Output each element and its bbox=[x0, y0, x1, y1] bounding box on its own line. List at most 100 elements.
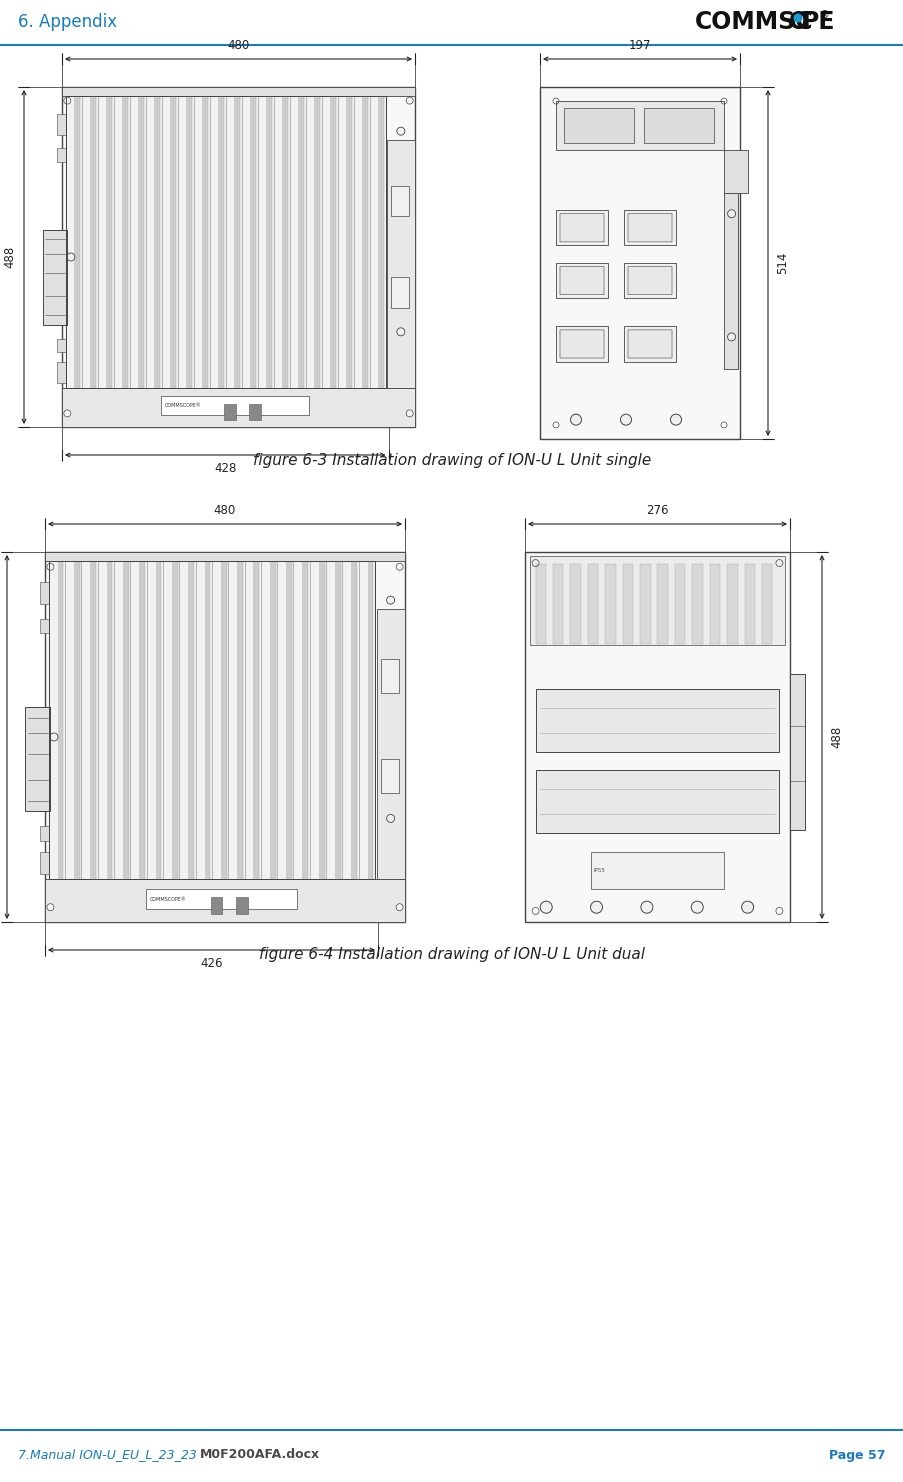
Text: figure 6-3 Installation drawing of ION-U L Unit single: figure 6-3 Installation drawing of ION-U… bbox=[253, 452, 650, 467]
Circle shape bbox=[47, 904, 54, 911]
Bar bbox=[709, 563, 720, 643]
Bar bbox=[530, 556, 784, 645]
Bar bbox=[266, 95, 272, 388]
Text: 7.Manual ION-U_EU_L_23_23: 7.Manual ION-U_EU_L_23_23 bbox=[18, 1448, 197, 1461]
Bar bbox=[282, 95, 288, 388]
Bar bbox=[387, 139, 414, 388]
Bar bbox=[319, 562, 324, 879]
Bar bbox=[161, 396, 309, 415]
Bar bbox=[570, 563, 581, 643]
Bar bbox=[623, 326, 675, 362]
Bar bbox=[210, 897, 222, 914]
Bar bbox=[535, 689, 778, 751]
Bar bbox=[744, 563, 754, 643]
Circle shape bbox=[619, 413, 631, 425]
Bar bbox=[303, 562, 308, 879]
Bar bbox=[154, 95, 160, 388]
Bar bbox=[525, 551, 789, 922]
Bar bbox=[139, 562, 144, 879]
Bar bbox=[224, 405, 236, 419]
Text: 197: 197 bbox=[628, 39, 650, 52]
Bar bbox=[656, 563, 667, 643]
Bar bbox=[236, 897, 247, 914]
FancyBboxPatch shape bbox=[628, 213, 671, 242]
Text: 514: 514 bbox=[775, 252, 788, 274]
Bar bbox=[155, 562, 161, 879]
Circle shape bbox=[540, 901, 552, 913]
Bar bbox=[90, 95, 96, 388]
Circle shape bbox=[396, 328, 405, 336]
Bar bbox=[74, 95, 79, 388]
Bar bbox=[622, 563, 632, 643]
Text: ®: ® bbox=[819, 10, 829, 19]
Bar bbox=[45, 879, 405, 922]
Text: 488: 488 bbox=[829, 726, 842, 748]
Bar bbox=[40, 852, 49, 874]
Circle shape bbox=[691, 901, 703, 913]
Circle shape bbox=[405, 411, 413, 416]
Bar bbox=[57, 338, 65, 353]
Bar bbox=[57, 148, 65, 162]
Bar bbox=[107, 562, 112, 879]
Circle shape bbox=[386, 596, 395, 605]
FancyBboxPatch shape bbox=[559, 213, 603, 242]
FancyBboxPatch shape bbox=[559, 267, 603, 295]
Circle shape bbox=[793, 13, 802, 22]
Circle shape bbox=[396, 563, 403, 571]
Bar bbox=[45, 551, 405, 562]
Bar bbox=[74, 562, 79, 879]
Bar bbox=[761, 563, 771, 643]
FancyBboxPatch shape bbox=[559, 330, 603, 359]
Bar bbox=[555, 101, 723, 150]
Bar bbox=[145, 889, 297, 908]
Text: 6. Appendix: 6. Appendix bbox=[18, 13, 117, 31]
Circle shape bbox=[64, 411, 70, 416]
Bar bbox=[49, 562, 375, 879]
Text: M0F200AFA.docx: M0F200AFA.docx bbox=[200, 1448, 320, 1461]
Bar bbox=[723, 193, 737, 369]
Circle shape bbox=[396, 127, 405, 135]
Bar bbox=[204, 562, 210, 879]
Text: figure 6-4 Installation drawing of ION-U L Unit dual: figure 6-4 Installation drawing of ION-U… bbox=[259, 947, 644, 962]
FancyBboxPatch shape bbox=[628, 330, 671, 359]
Circle shape bbox=[570, 413, 581, 425]
Circle shape bbox=[386, 815, 395, 823]
Bar bbox=[391, 277, 408, 308]
Bar bbox=[351, 562, 357, 879]
Bar bbox=[675, 563, 684, 643]
Bar bbox=[202, 95, 208, 388]
Bar bbox=[122, 95, 128, 388]
Bar bbox=[186, 95, 191, 388]
Circle shape bbox=[640, 901, 652, 913]
Bar bbox=[639, 563, 650, 643]
Bar bbox=[623, 262, 675, 298]
Bar bbox=[123, 562, 128, 879]
Bar bbox=[219, 95, 224, 388]
Bar bbox=[298, 95, 303, 388]
Bar bbox=[535, 771, 778, 833]
Bar bbox=[555, 326, 608, 362]
Bar bbox=[555, 210, 608, 246]
Bar bbox=[220, 562, 227, 879]
Circle shape bbox=[740, 901, 753, 913]
Circle shape bbox=[670, 413, 681, 425]
Bar bbox=[172, 562, 177, 879]
Bar bbox=[539, 87, 740, 439]
Bar bbox=[789, 674, 804, 830]
Bar bbox=[62, 388, 414, 427]
Bar bbox=[42, 230, 67, 325]
Bar bbox=[553, 563, 563, 643]
Circle shape bbox=[64, 98, 70, 104]
Circle shape bbox=[727, 333, 735, 341]
Bar bbox=[587, 563, 598, 643]
Bar bbox=[378, 95, 384, 388]
Text: IP55: IP55 bbox=[593, 867, 605, 873]
Bar bbox=[726, 563, 737, 643]
Bar bbox=[237, 562, 243, 879]
Bar bbox=[563, 108, 633, 144]
Bar bbox=[330, 95, 336, 388]
Bar bbox=[40, 581, 49, 603]
Text: 426: 426 bbox=[200, 957, 222, 971]
Bar bbox=[692, 563, 702, 643]
Bar bbox=[335, 562, 340, 879]
